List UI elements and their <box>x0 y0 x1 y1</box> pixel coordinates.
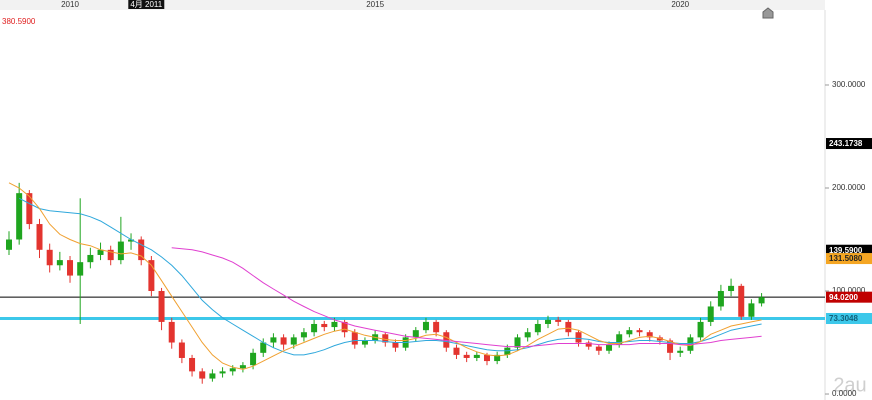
candle-body <box>595 346 602 351</box>
x-tick-label: 2020 <box>671 0 689 9</box>
time-axis-band <box>0 0 825 10</box>
candle-body <box>728 285 735 292</box>
candle-body <box>524 332 531 338</box>
candle-body <box>534 323 541 333</box>
candle-body <box>178 342 185 358</box>
candle-body <box>514 337 521 348</box>
moving-average <box>8 182 762 370</box>
candle-body <box>67 260 74 276</box>
moving-average <box>18 197 762 356</box>
candle-body <box>280 337 287 345</box>
candle-body <box>738 285 745 317</box>
candle-body <box>392 342 399 348</box>
candle-body <box>270 337 277 343</box>
candle-body <box>26 193 33 225</box>
candle-body <box>311 323 318 333</box>
candle-body <box>260 342 267 353</box>
candle-body <box>697 321 704 338</box>
candle-body <box>361 340 368 345</box>
candle-body <box>341 321 348 333</box>
candle-body <box>36 224 43 250</box>
candle-body <box>575 332 582 343</box>
candle-body <box>6 239 12 250</box>
candle-body <box>606 344 613 351</box>
price-marker-label: 139.5900 <box>829 246 863 255</box>
y-tick-label: 300.0000 <box>832 80 866 89</box>
candle-body <box>585 342 592 347</box>
candle-body <box>300 332 307 338</box>
candle-body <box>677 350 684 353</box>
candle-body <box>16 193 23 240</box>
candle-body <box>209 373 216 379</box>
candle-body <box>219 371 226 374</box>
price-marker-label: 73.3048 <box>829 314 858 323</box>
candle-body <box>189 357 196 372</box>
candle-body <box>321 323 328 328</box>
candle-body <box>97 249 104 255</box>
candle-body <box>758 297 765 304</box>
candle-body <box>646 332 653 338</box>
candle-body <box>117 241 124 261</box>
price-marker-label: 243.1738 <box>829 139 863 148</box>
x-tick-label: 2010 <box>61 0 79 9</box>
candle-body <box>545 319 552 324</box>
price-marker-box <box>826 253 872 265</box>
candle-body <box>453 347 460 355</box>
candle-body <box>494 354 501 362</box>
home-icon[interactable] <box>762 7 774 19</box>
candle-body <box>56 260 63 266</box>
max-label: 380.5900 <box>2 17 36 26</box>
candle-body <box>290 337 297 345</box>
candle-body <box>148 260 155 292</box>
price-marker-box <box>826 291 872 303</box>
watermark: 2au <box>833 374 866 396</box>
candle-body <box>199 371 206 379</box>
price-marker-box <box>826 244 872 256</box>
candle-body <box>168 321 175 343</box>
candle-body <box>555 319 562 322</box>
candle-body <box>463 354 470 358</box>
price-marker-label: 94.0200 <box>829 293 858 302</box>
cursor-label-box <box>128 0 165 9</box>
candle-body <box>46 249 53 266</box>
moving-average <box>171 247 762 348</box>
candle-body <box>748 303 755 317</box>
candle-body <box>667 340 674 353</box>
candle-body <box>636 330 643 333</box>
y-tick-label: 100.0000 <box>832 286 866 295</box>
candle-body <box>687 337 694 351</box>
candle-body <box>443 332 450 348</box>
y-tick-label: 200.0000 <box>832 183 866 192</box>
candle-body <box>158 291 165 322</box>
x-tick-label: 2015 <box>366 0 384 9</box>
candle-body <box>473 354 480 358</box>
candle-body <box>77 262 84 276</box>
candle-body <box>351 332 358 345</box>
price-marker-box <box>826 138 872 150</box>
candle-body <box>717 291 724 307</box>
candle-body <box>138 239 145 261</box>
candle-body <box>87 254 94 263</box>
price-marker-label: 131.5080 <box>829 254 863 263</box>
candle-body <box>483 354 490 362</box>
candle-body <box>331 321 338 328</box>
candle-body <box>616 334 623 345</box>
candle-body <box>239 365 246 369</box>
price-marker-box <box>826 313 872 325</box>
candle-body <box>422 321 429 331</box>
candle-body <box>433 321 440 333</box>
candle-body <box>250 352 257 366</box>
candle-body <box>626 330 633 335</box>
candle-body <box>107 249 114 261</box>
candle-body <box>382 334 389 343</box>
cursor-label: 4月 2011 <box>130 0 162 9</box>
candle-body <box>565 321 572 333</box>
candle-body <box>229 368 236 372</box>
y-tick-label: 0.0000 <box>832 389 857 398</box>
candle-body <box>412 330 419 338</box>
candle-body <box>128 239 135 242</box>
candle-body <box>707 306 714 322</box>
